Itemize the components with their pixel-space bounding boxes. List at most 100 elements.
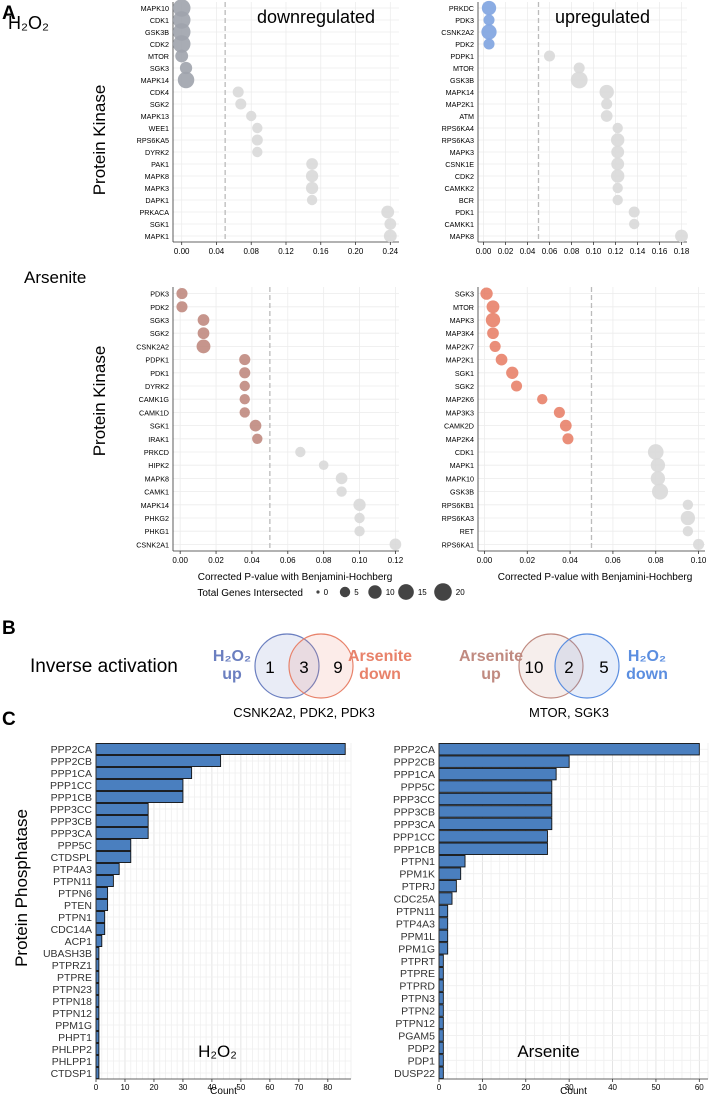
bar-ppp5c — [95, 839, 132, 851]
x-tick-label: 0.06 — [280, 556, 296, 565]
venn-right-set-label: H₂O₂ down — [626, 648, 668, 683]
kinase-label-pdk2: PDK2 — [455, 40, 474, 49]
kinase-label-map3k3: MAP3K3 — [446, 408, 474, 417]
kinase-label-gsk3b: GSK3B — [450, 76, 474, 85]
kinase-label-pak1: PAK1 — [151, 160, 169, 169]
panel-label-c: C — [2, 709, 16, 730]
bar-ptpn12 — [95, 1007, 100, 1019]
x-tick-label: 0 — [437, 1083, 442, 1092]
dot-rps6ka3 — [680, 510, 696, 526]
dot-cdk4 — [232, 86, 244, 98]
kinase-label-pdpk1: PDPK1 — [145, 356, 169, 365]
x-tick-label: 0.04 — [562, 556, 578, 565]
venn-right-only-count: 9 — [333, 658, 342, 677]
bar-ptp4a3 — [438, 917, 449, 930]
venn-left-set-label: H₂O₂ up — [213, 648, 251, 683]
dot-map2k6 — [537, 394, 548, 405]
x-tick-label: 0.06 — [542, 247, 558, 256]
phosphatase-label-ctdspl: CTDSPL — [51, 852, 93, 864]
bar-ppp2ca — [438, 743, 700, 756]
phosphatase-label-ctdsp1: CTDSP1 — [51, 1068, 93, 1080]
kinase-label-cdk1: CDK1 — [150, 16, 169, 25]
kinase-label-map2k4: MAP2K4 — [446, 435, 474, 444]
phosphatase-label-ppm1k: PPM1K — [399, 869, 435, 881]
x-tick-label: 0.20 — [348, 247, 364, 256]
dot-bcr — [612, 194, 623, 206]
barplot-h2o2: PPP2CAPPP2CBPPP1CAPPP1CCPPP1CBPPP3CCPPP3… — [43, 743, 352, 1095]
kinase-label-prkcd: PRKCD — [144, 448, 169, 457]
phosphatase-label-pdp1: PDP1 — [408, 1055, 436, 1067]
dot-sgk1 — [249, 419, 262, 432]
phosphatase-label-ppp1cc: PPP1CC — [50, 780, 92, 792]
kinase-label-pdk3: PDK3 — [150, 290, 169, 299]
dot-mapk8 — [305, 169, 319, 183]
dot-mapk10 — [650, 471, 666, 486]
row-label-arsenite: Arsenite — [24, 268, 86, 287]
dot-map2k4 — [562, 433, 574, 445]
phosphatase-label-ptpn1: PTPN1 — [58, 912, 92, 924]
kinase-label-mtor: MTOR — [453, 303, 474, 312]
dot-map3k4 — [487, 327, 499, 340]
bar-pten — [95, 899, 109, 911]
venn-circle-left — [518, 633, 584, 699]
kinase-label-sgk1: SGK1 — [150, 422, 169, 431]
bar-ppp3ca — [438, 817, 553, 831]
legend-dot-5 — [339, 586, 351, 598]
dot-mtor — [573, 62, 585, 74]
kinase-label-mapk3: MAPK3 — [145, 184, 169, 193]
dot-camk2d — [559, 419, 572, 432]
dot-csnk1e — [611, 157, 625, 171]
phosphatase-label-cdc14a: CDC14A — [51, 924, 92, 936]
kinase-label-gsk3b: GSK3B — [145, 28, 169, 37]
kinase-label-mapk8: MAPK8 — [450, 232, 474, 241]
dot-mapk13 — [246, 110, 257, 122]
dot-mapk14 — [599, 84, 614, 100]
x-tick-label: 70 — [294, 1083, 303, 1092]
kinase-label-sgk1: SGK1 — [455, 369, 474, 378]
bar-ppm1l — [438, 929, 449, 943]
bar-ptpn1 — [438, 855, 466, 868]
kinase-label-map2k7: MAP2K7 — [446, 342, 474, 351]
kinase-label-rps6ka3: RPS6KA3 — [442, 136, 474, 145]
x-tick-label: 0.24 — [383, 247, 399, 256]
phosphatase-label-ptpre: PTPRE — [400, 968, 435, 980]
kinase-label-cdk2: CDK2 — [150, 40, 169, 49]
dot-csnk2a2 — [481, 24, 497, 40]
dotplot-xlabel-right: Corrected P-value with Benjamini-Hochber… — [498, 572, 693, 583]
kinase-label-rps6kb1: RPS6KB1 — [442, 501, 474, 510]
kinase-label-phkg1: PHKG1 — [145, 527, 169, 536]
dot-rps6ka4 — [612, 122, 623, 134]
dot-pak1 — [306, 158, 318, 170]
x-tick-label: 0.02 — [519, 556, 535, 565]
phosphatase-label-ppp1cb: PPP1CB — [394, 844, 435, 856]
kinase-label-mapk3: MAPK3 — [450, 316, 474, 325]
phosphatase-label-acp1: ACP1 — [65, 936, 93, 948]
dotplot-arsenite-right: SGK3 MTOR MAPK3 MAP3K4 MAP2K7 MAP2K1 SGK1 SGK2 M… — [442, 287, 707, 565]
bar-ppp3cc — [438, 792, 553, 806]
x-tick-label: 0.10 — [691, 556, 707, 565]
panel-label-b: B — [2, 618, 16, 639]
dot-mapk8 — [675, 229, 688, 243]
dot-prkdc — [481, 0, 497, 16]
kinase-label-cdk1: CDK1 — [455, 448, 474, 457]
x-tick-label: 0.00 — [172, 556, 188, 565]
kinase-label-bcr: BCR — [459, 196, 474, 205]
barplot-arsenite: PPP2CAPPP2CBPPP1CAPPP5CPPP3CCPPP3CBPPP3C… — [393, 743, 709, 1095]
venn-intersection-count: 3 — [299, 658, 308, 677]
phosphatase-label-phpt1: PHPT1 — [58, 1032, 92, 1044]
bar-ppp2cb — [95, 755, 222, 767]
bar-phlpp2 — [95, 1043, 100, 1055]
bar-xlabel: Count — [210, 1086, 237, 1095]
x-tick-label: 0.00 — [174, 247, 190, 256]
kinase-label-prkdc: PRKDC — [449, 4, 474, 13]
phosphatase-label-ppp3ca: PPP3CA — [51, 828, 92, 840]
dot-rps6ka1 — [693, 538, 705, 550]
x-tick-label: 0.14 — [630, 247, 646, 256]
bar-ppp1ca — [438, 767, 557, 781]
phosphatase-label-ppp2ca: PPP2CA — [394, 744, 435, 756]
kinase-label-pdk1: PDK1 — [455, 208, 474, 217]
x-tick-label: 0.04 — [209, 247, 225, 256]
kinase-label-mtor: MTOR — [453, 64, 474, 73]
bar-pdp1 — [438, 1054, 444, 1067]
venn-circle-right — [288, 633, 354, 699]
